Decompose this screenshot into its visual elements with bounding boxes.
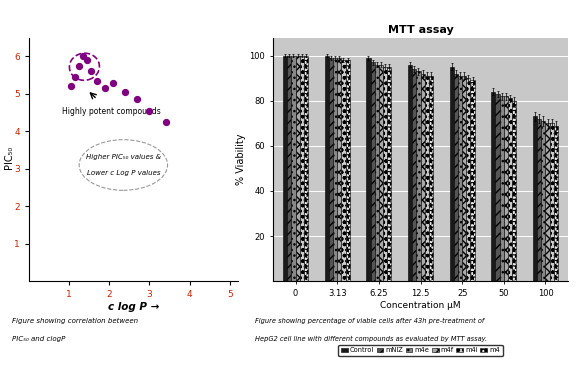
Bar — [416, 71, 420, 281]
Bar — [296, 56, 300, 281]
Point — [75, 63, 84, 69]
Bar — [425, 76, 429, 281]
Point — [82, 57, 92, 63]
Text: PIC₅₀: PIC₅₀ — [3, 146, 14, 169]
Legend: Control, mNIZ, m4e, m4f, m4i, m4: Control, mNIZ, m4e, m4f, m4i, m4 — [339, 345, 502, 356]
Bar — [304, 56, 308, 281]
Bar — [454, 74, 458, 281]
Bar — [545, 123, 550, 281]
Point — [145, 108, 154, 114]
Bar — [300, 56, 304, 281]
X-axis label: c log P →: c log P → — [108, 302, 159, 312]
Bar — [412, 69, 416, 281]
Bar — [337, 58, 342, 281]
Bar — [283, 56, 287, 281]
Title: MTT assay: MTT assay — [387, 26, 454, 35]
Bar — [408, 64, 412, 281]
Bar — [508, 99, 512, 281]
Point — [121, 89, 130, 95]
Point — [161, 119, 170, 125]
Text: Figure showing percentage of viable cells after 43h pre-treatment of: Figure showing percentage of viable cell… — [255, 317, 484, 324]
Bar — [420, 74, 425, 281]
Text: Lower c Log P values: Lower c Log P values — [86, 170, 160, 176]
Bar — [470, 80, 474, 281]
Bar — [512, 101, 516, 281]
Bar — [383, 67, 387, 281]
Bar — [371, 62, 375, 281]
Bar — [499, 96, 504, 281]
Point — [67, 83, 76, 89]
Bar — [291, 56, 296, 281]
Point — [78, 53, 88, 59]
Bar — [504, 96, 508, 281]
Point — [93, 78, 102, 84]
Bar — [450, 67, 454, 281]
Text: Highly potent compounds: Highly potent compounds — [62, 107, 161, 116]
Bar — [379, 64, 383, 281]
Point — [101, 85, 110, 91]
Bar — [346, 60, 350, 281]
Bar — [325, 56, 329, 281]
Bar — [458, 76, 462, 281]
Bar — [367, 58, 371, 281]
Bar — [541, 121, 545, 281]
Point — [86, 68, 96, 74]
Y-axis label: % Viability: % Viability — [237, 134, 246, 185]
Bar — [342, 60, 346, 281]
Bar — [491, 92, 495, 281]
Point — [108, 80, 118, 86]
Bar — [329, 58, 333, 281]
Bar — [429, 76, 433, 281]
Bar — [387, 67, 392, 281]
Bar — [537, 119, 541, 281]
X-axis label: Concentration μM: Concentration μM — [380, 301, 461, 310]
Bar — [495, 94, 499, 281]
Text: HepG2 cell line with different compounds as evaluated by MTT assay.: HepG2 cell line with different compounds… — [255, 336, 487, 342]
Bar — [375, 64, 379, 281]
Text: Higher PIC₅₀ values &: Higher PIC₅₀ values & — [86, 154, 161, 160]
Point — [71, 74, 80, 80]
Bar — [533, 117, 537, 281]
Bar — [333, 58, 337, 281]
Bar — [466, 78, 470, 281]
Text: PIC₅₀ and clogP: PIC₅₀ and clogP — [12, 336, 65, 342]
Bar — [554, 126, 558, 281]
Bar — [287, 56, 291, 281]
Bar — [462, 76, 466, 281]
Bar — [550, 123, 554, 281]
Point — [133, 96, 142, 102]
Text: Figure showing correlation between: Figure showing correlation between — [12, 317, 137, 324]
